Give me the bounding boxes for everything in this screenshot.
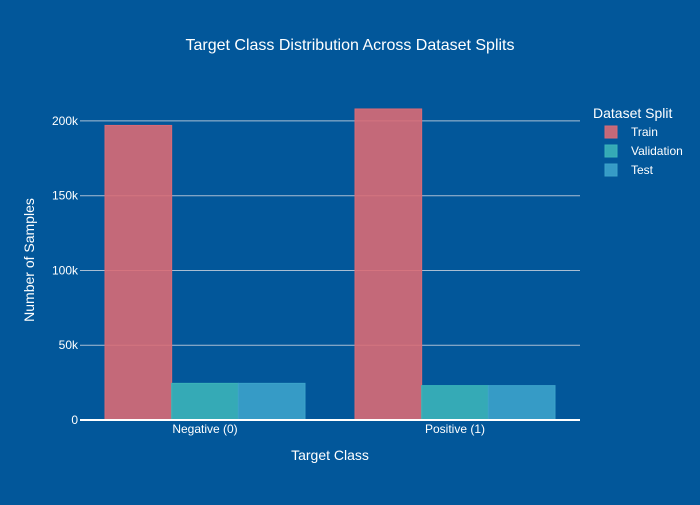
bar-validation-0[interactable] <box>171 382 239 421</box>
legend-item-validation[interactable]: Validation <box>604 144 683 158</box>
bar-train-0[interactable] <box>104 124 173 421</box>
legend-swatch <box>604 125 618 139</box>
bar-test-1[interactable] <box>487 385 556 421</box>
y-tick-label: 150k <box>52 189 79 203</box>
chart-title: Target Class Distribution Across Dataset… <box>185 37 514 54</box>
legend[interactable]: Dataset Split Train Validation Test <box>593 105 683 177</box>
bar-test-0[interactable] <box>237 382 306 421</box>
legend-label: Validation <box>631 144 683 158</box>
legend-swatch <box>604 144 618 158</box>
legend-item-test[interactable]: Test <box>604 163 654 177</box>
y-tick-label: 200k <box>52 114 79 128</box>
legend-label: Test <box>631 163 654 177</box>
axes: 0 50k 100k 150k 200k Negative (0) Positive (1) <box>52 114 580 436</box>
x-tick-label: Positive (1) <box>425 422 485 436</box>
y-axis-title: Number of Samples <box>21 198 37 322</box>
bar-validation-1[interactable] <box>421 385 489 421</box>
x-tick-label: Negative (0) <box>172 422 237 436</box>
x-axis-title: Target Class <box>291 447 369 463</box>
y-tick-label: 0 <box>71 413 78 427</box>
bars <box>104 108 556 421</box>
legend-item-train[interactable]: Train <box>604 125 658 139</box>
y-tick-label: 100k <box>52 263 79 277</box>
legend-title: Dataset Split <box>593 105 672 121</box>
legend-swatch <box>604 163 618 177</box>
y-tick-label: 50k <box>59 338 79 352</box>
bar-train-1[interactable] <box>354 108 423 421</box>
legend-label: Train <box>631 125 658 139</box>
